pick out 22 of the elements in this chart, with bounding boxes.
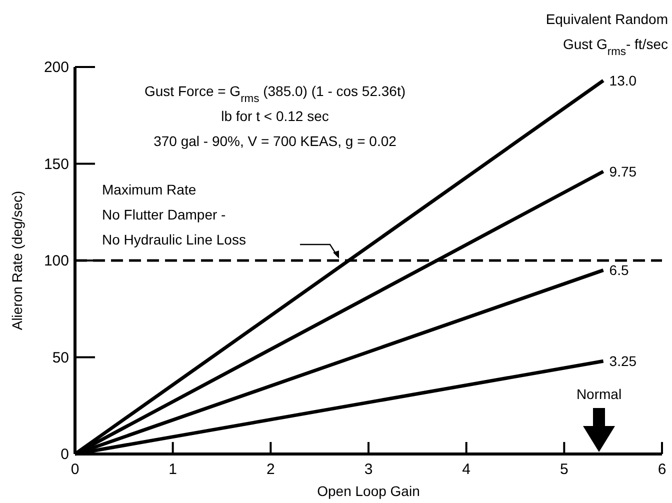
y-tick-label: 50	[52, 349, 69, 366]
x-tick-label: 4	[462, 461, 471, 478]
x-tick-label: 3	[364, 461, 373, 478]
x-tick-label: 0	[70, 461, 80, 478]
y-axis-title: Alieron Rate (deg/sec)	[9, 190, 25, 330]
y-tick-label: 200	[44, 59, 69, 76]
legend-title: Equivalent Random Gust G$_{rms}$- ft/sec	[546, 11, 668, 58]
annotation: Normal	[576, 386, 622, 402]
ref-line-label: Maximum Rate No Flutter Damper - No Hydraulic Line Loss	[102, 182, 246, 248]
annotation: Gust Force = G$_{rms}$ (385.0) (1 - cos 52.36t) lb for t < 0.12 sec 370 gal - 90%, V = 700 KEAS, g = 0.02	[144, 83, 406, 149]
y-tick-label: 0	[60, 446, 69, 463]
y-tick-label: 100	[44, 252, 69, 270]
series-label: 9.75	[609, 163, 637, 180]
x-tick-label: 6	[658, 461, 666, 478]
series-label: 13.0	[609, 72, 637, 89]
x-tick-label: 2	[266, 461, 275, 478]
x-tick-label: 5	[560, 461, 568, 478]
series-label: 6.5	[609, 262, 629, 278]
x-axis-title: Open Loop Gain	[317, 483, 420, 499]
x-tick-label: 1	[168, 461, 178, 478]
y-tick-label: 150	[44, 156, 69, 173]
series-label: 3.25	[609, 353, 637, 370]
